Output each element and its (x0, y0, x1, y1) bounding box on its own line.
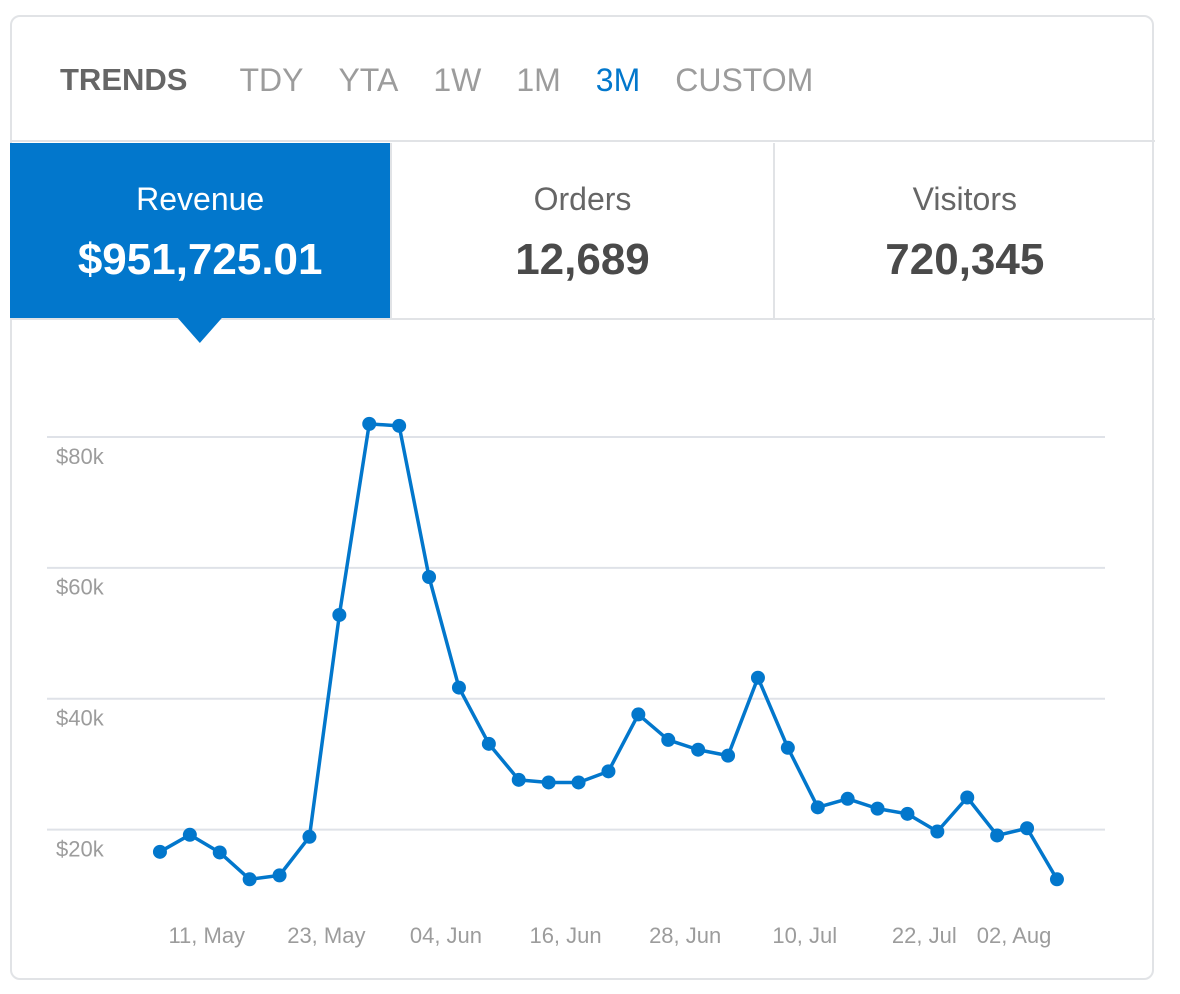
stat-label: Revenue (136, 181, 265, 217)
data-point (750, 670, 765, 685)
x-tick-label: 02, Aug (977, 923, 1052, 948)
series-line (159, 422, 1059, 882)
data-point (661, 732, 676, 747)
data-point (691, 742, 706, 757)
data-point (601, 764, 616, 779)
data-point (780, 740, 795, 755)
data-point (990, 828, 1005, 843)
tab-bar: TRENDS TDY YTA 1W 1M 3M CUSTOM (60, 58, 848, 102)
trends-card (10, 15, 1154, 980)
y-tick-label: $40k (56, 706, 105, 731)
data-point (182, 827, 197, 842)
divider (10, 140, 1155, 142)
trends-title: TRENDS (60, 62, 188, 97)
x-tick-label: 23, May (287, 923, 365, 948)
data-point (332, 607, 347, 622)
data-point (541, 775, 556, 790)
stat-label: Visitors (912, 181, 1017, 217)
x-tick-label: 04, Jun (410, 923, 482, 948)
data-point (870, 801, 885, 816)
y-tick-label: $80k (56, 444, 105, 469)
data-point (302, 829, 317, 844)
data-point (900, 806, 915, 821)
data-point (1049, 872, 1064, 887)
x-tick-label: 28, Jun (649, 923, 721, 948)
y-tick-label: $20k (56, 836, 105, 861)
stat-value: $951,725.01 (77, 235, 323, 284)
data-point (272, 868, 287, 883)
data-point (1020, 821, 1035, 836)
x-tick-label: 11, May (168, 923, 245, 948)
tab[interactable]: 3M (595, 61, 641, 98)
active-pointer (177, 318, 222, 343)
x-tick-label: 22, Jul (892, 923, 957, 948)
data-point (960, 790, 975, 805)
data-point (422, 569, 437, 584)
stat-panel[interactable]: Orders 12,689 (392, 143, 775, 318)
data-point (571, 775, 586, 790)
stat-value: 720,345 (885, 235, 1045, 284)
stat-label: Orders (533, 181, 632, 217)
data-point (392, 418, 407, 433)
data-point (840, 791, 855, 806)
data-point (242, 872, 257, 887)
tab[interactable]: TDY (239, 61, 304, 98)
data-point (481, 736, 496, 751)
data-point (451, 680, 466, 695)
data-point (212, 845, 227, 860)
data-point (810, 800, 825, 815)
data-point (362, 416, 377, 431)
data-point (152, 844, 167, 859)
data-point (631, 707, 646, 722)
stat-panel[interactable]: Revenue $951,725.01 (10, 143, 393, 318)
data-point (930, 824, 945, 839)
y-tick-label: $60k (56, 575, 105, 600)
stat-panel[interactable]: Visitors 720,345 (775, 143, 1155, 318)
stats-row: Revenue $951,725.01 Orders 12,689 Visitors 72… (10, 143, 1155, 320)
tab[interactable]: 1W (433, 61, 482, 98)
data-point (511, 772, 526, 787)
x-tick-label: 16, Jun (529, 923, 601, 948)
tab[interactable]: CUSTOM (675, 61, 814, 98)
stat-value: 12,689 (515, 235, 650, 284)
tab[interactable]: 1M (516, 61, 561, 98)
data-point (721, 748, 736, 763)
x-tick-label: 10, Jul (772, 923, 837, 948)
tab[interactable]: YTA (338, 61, 399, 98)
